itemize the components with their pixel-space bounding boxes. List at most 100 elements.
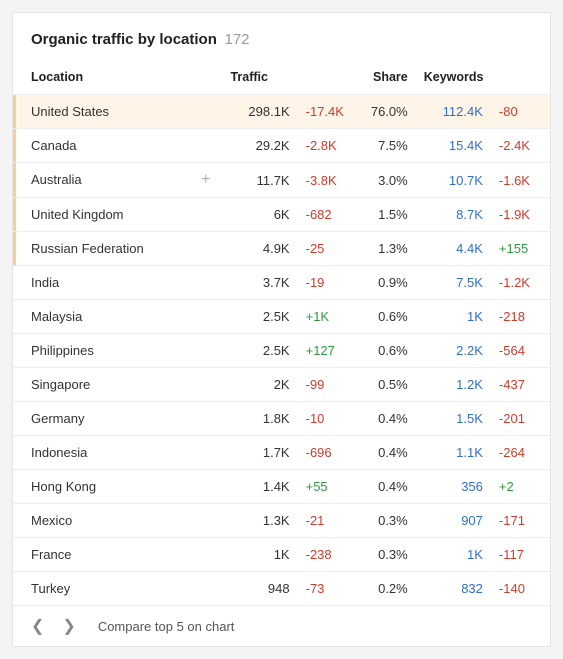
cell-share: 76.0% xyxy=(357,95,416,129)
cell-location[interactable]: Mexico xyxy=(13,504,222,538)
col-traffic[interactable]: Traffic xyxy=(222,64,356,95)
cell-traffic-delta: +1K xyxy=(298,300,357,334)
cell-share: 0.4% xyxy=(357,402,416,436)
cell-share: 1.3% xyxy=(357,232,416,266)
cell-traffic-delta: -696 xyxy=(298,436,357,470)
cell-location[interactable]: Turkey xyxy=(13,572,222,606)
cell-keywords[interactable]: 1.2K xyxy=(416,368,491,402)
cell-location[interactable]: Germany xyxy=(13,402,222,436)
table-row[interactable]: Australia +11.7K-3.8K3.0%10.7K-1.6K xyxy=(13,163,550,198)
cell-keywords[interactable]: 2.2K xyxy=(416,334,491,368)
cell-traffic: 3.7K xyxy=(222,266,297,300)
cell-keywords[interactable]: 1.1K xyxy=(416,436,491,470)
cell-traffic-delta: -3.8K xyxy=(298,163,357,198)
highlight-bar xyxy=(13,198,16,231)
location-name: Singapore xyxy=(31,377,90,392)
table-row[interactable]: Turkey948-730.2%832-140 xyxy=(13,572,550,606)
cell-share: 0.9% xyxy=(357,266,416,300)
table-row[interactable]: United States 298.1K-17.4K76.0%112.4K-80 xyxy=(13,95,550,129)
cell-traffic: 1.8K xyxy=(222,402,297,436)
cell-traffic: 29.2K xyxy=(222,129,297,163)
cell-share: 7.5% xyxy=(357,129,416,163)
cell-keywords-delta: -564 xyxy=(491,334,550,368)
location-name: United States xyxy=(31,104,109,119)
location-name: France xyxy=(31,547,71,562)
cell-share: 0.4% xyxy=(357,470,416,504)
cell-keywords-delta: -201 xyxy=(491,402,550,436)
cell-traffic-delta: -238 xyxy=(298,538,357,572)
location-name: Turkey xyxy=(31,581,70,596)
cell-keywords-delta: -80 xyxy=(491,95,550,129)
prev-icon[interactable]: ❮ xyxy=(31,616,44,636)
cell-location[interactable]: France xyxy=(13,538,222,572)
table-row[interactable]: India3.7K-190.9%7.5K-1.2K xyxy=(13,266,550,300)
cell-traffic: 1.4K xyxy=(222,470,297,504)
location-name: Russian Federation xyxy=(31,241,144,256)
cell-location[interactable]: Canada xyxy=(13,129,222,163)
cell-keywords[interactable]: 4.4K xyxy=(416,232,491,266)
cell-traffic: 1.7K xyxy=(222,436,297,470)
table-row[interactable]: Malaysia2.5K+1K0.6%1K-218 xyxy=(13,300,550,334)
cell-keywords-delta: -140 xyxy=(491,572,550,606)
table-row[interactable]: France1K-2380.3%1K-117 xyxy=(13,538,550,572)
table-row[interactable]: Singapore2K-990.5%1.2K-437 xyxy=(13,368,550,402)
cell-keywords[interactable]: 832 xyxy=(416,572,491,606)
cell-keywords[interactable]: 1K xyxy=(416,300,491,334)
cell-location[interactable]: India xyxy=(13,266,222,300)
cell-traffic-delta: -682 xyxy=(298,198,357,232)
location-name: Mexico xyxy=(31,513,72,528)
cell-location[interactable]: United States xyxy=(13,95,222,129)
cell-location[interactable]: Malaysia xyxy=(13,300,222,334)
highlight-bar xyxy=(13,163,16,197)
table-row[interactable]: Canada29.2K-2.8K7.5%15.4K-2.4K xyxy=(13,129,550,163)
cell-location[interactable]: United Kingdom xyxy=(13,198,222,232)
table-row[interactable]: Mexico1.3K-210.3%907-171 xyxy=(13,504,550,538)
cell-location[interactable]: Hong Kong xyxy=(13,470,222,504)
cell-keywords[interactable]: 356 xyxy=(416,470,491,504)
next-icon[interactable]: ❯ xyxy=(62,616,75,636)
cell-share: 0.6% xyxy=(357,334,416,368)
table-row[interactable]: Philippines2.5K+1270.6%2.2K-564 xyxy=(13,334,550,368)
location-name: Australia xyxy=(31,172,82,187)
cell-keywords[interactable]: 112.4K xyxy=(416,95,491,129)
col-share[interactable]: Share xyxy=(357,64,416,95)
cell-traffic: 2K xyxy=(222,368,297,402)
cell-traffic: 298.1K xyxy=(222,95,297,129)
cell-traffic-delta: -17.4K xyxy=(298,95,357,129)
cell-location[interactable]: Philippines xyxy=(13,334,222,368)
table-row[interactable]: Russian Federation4.9K-251.3%4.4K+155 xyxy=(13,232,550,266)
location-name: Germany xyxy=(31,411,84,426)
cell-keywords-delta: +2 xyxy=(491,470,550,504)
cell-location[interactable]: Russian Federation xyxy=(13,232,222,266)
table-row[interactable]: United Kingdom6K-6821.5%8.7K-1.9K xyxy=(13,198,550,232)
col-location[interactable]: Location xyxy=(13,64,222,95)
cell-keywords[interactable]: 907 xyxy=(416,504,491,538)
cell-keywords[interactable]: 7.5K xyxy=(416,266,491,300)
cell-share: 0.3% xyxy=(357,504,416,538)
cell-share: 3.0% xyxy=(357,163,416,198)
cell-keywords-delta: -1.6K xyxy=(491,163,550,198)
cell-keywords[interactable]: 15.4K xyxy=(416,129,491,163)
cell-location[interactable]: Indonesia xyxy=(13,436,222,470)
cell-traffic: 4.9K xyxy=(222,232,297,266)
highlight-bar xyxy=(13,232,16,265)
cell-traffic: 11.7K xyxy=(222,163,297,198)
table-row[interactable]: Indonesia1.7K-6960.4%1.1K-264 xyxy=(13,436,550,470)
col-keywords[interactable]: Keywords xyxy=(416,64,550,95)
cell-keywords[interactable]: 10.7K xyxy=(416,163,491,198)
cell-location[interactable]: Singapore xyxy=(13,368,222,402)
cell-traffic: 6K xyxy=(222,198,297,232)
cell-traffic: 1K xyxy=(222,538,297,572)
cell-keywords[interactable]: 8.7K xyxy=(416,198,491,232)
card-footer: ❮ ❯ Compare top 5 on chart xyxy=(13,605,550,646)
cell-traffic-delta: +127 xyxy=(298,334,357,368)
compare-link[interactable]: Compare top 5 on chart xyxy=(98,619,235,634)
cell-traffic: 1.3K xyxy=(222,504,297,538)
table-row[interactable]: Germany1.8K-100.4%1.5K-201 xyxy=(13,402,550,436)
cell-keywords[interactable]: 1.5K xyxy=(416,402,491,436)
table-row[interactable]: Hong Kong1.4K+550.4%356+2 xyxy=(13,470,550,504)
plus-icon[interactable]: + xyxy=(201,172,210,188)
cell-keywords[interactable]: 1K xyxy=(416,538,491,572)
cell-location[interactable]: Australia + xyxy=(13,163,222,198)
cell-keywords-delta: -264 xyxy=(491,436,550,470)
